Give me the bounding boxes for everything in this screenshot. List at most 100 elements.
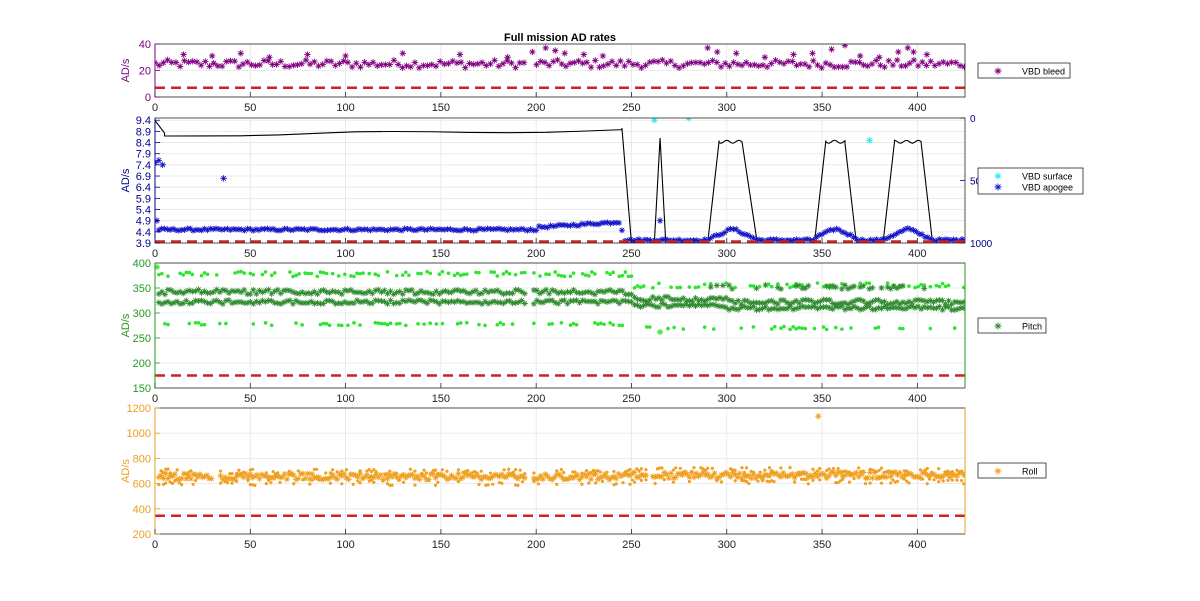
data-point: [953, 236, 960, 243]
y-tick-label: 150: [133, 383, 151, 395]
data-point: [303, 271, 307, 275]
data-point: [363, 471, 370, 478]
data-point: [518, 288, 525, 295]
data-point: [451, 287, 458, 294]
data-point: [702, 282, 707, 287]
data-point: [753, 306, 760, 313]
data-point: [927, 477, 932, 481]
data-point: [547, 322, 551, 326]
data-point: [210, 60, 217, 67]
data-point: [567, 297, 574, 304]
data-point: [769, 284, 774, 289]
data-point: [783, 299, 790, 306]
data-point: [933, 305, 940, 312]
data-point: [300, 323, 304, 327]
data-point: [477, 322, 481, 327]
panel-vbd: 050010000501001502002503003504003.94.44.…: [120, 114, 1084, 260]
data-point: [408, 286, 415, 293]
data-point: [494, 287, 501, 294]
data-point: [433, 288, 440, 295]
data-point: [418, 287, 425, 294]
data-point: [291, 274, 295, 279]
data-point: [352, 274, 356, 279]
data-point: [290, 62, 297, 69]
data-point: [915, 473, 922, 480]
data-point: [890, 283, 897, 290]
data-point: [171, 299, 178, 306]
data-point: [355, 225, 362, 232]
data-point: [800, 326, 805, 330]
data-point: [617, 473, 624, 480]
data-point: [864, 62, 871, 70]
depth-line: [155, 120, 965, 243]
data-point: [580, 482, 584, 486]
data-point: [849, 326, 853, 330]
data-point: [357, 289, 364, 296]
data-point: [381, 287, 388, 294]
data-point: [584, 469, 589, 473]
data-point: [166, 467, 170, 471]
plot-area: [155, 118, 965, 243]
data-point: [304, 51, 311, 58]
data-point: [498, 320, 503, 325]
data-point: [264, 481, 268, 486]
data-point: [799, 303, 806, 310]
data-point: [189, 300, 196, 307]
data-point: [610, 288, 617, 295]
data-point: [327, 323, 332, 328]
legend-marker: [994, 67, 1002, 75]
data-point: [201, 298, 208, 305]
data-point: [400, 273, 405, 277]
data-point: [841, 282, 848, 289]
data-point: [805, 474, 812, 481]
data-point: [884, 235, 891, 242]
data-point: [879, 481, 884, 485]
data-point: [166, 322, 170, 327]
data-point: [788, 466, 792, 470]
data-point: [388, 469, 392, 473]
data-point: [500, 300, 507, 307]
data-point: [780, 469, 787, 476]
data-point: [893, 304, 900, 311]
data-point: [336, 60, 343, 67]
data-point: [735, 306, 742, 313]
data-point: [280, 299, 287, 306]
data-point: [533, 287, 540, 294]
data-point: [710, 295, 717, 302]
legend-entry: VBD bleed: [1022, 67, 1065, 77]
data-point: [415, 297, 422, 304]
data-point: [349, 274, 353, 278]
data-point: [928, 326, 933, 331]
data-point: [856, 59, 863, 66]
data-point: [267, 474, 274, 481]
data-layer: [155, 412, 965, 517]
data-point: [819, 470, 826, 477]
data-point: [944, 60, 951, 67]
data-point: [247, 226, 254, 233]
data-point: [263, 473, 270, 480]
data-point: [799, 477, 804, 481]
data-point: [921, 477, 925, 481]
data-point: [907, 226, 914, 233]
data-point: [355, 271, 359, 276]
data-point: [631, 301, 638, 308]
data-point: [625, 291, 632, 298]
data-point: [759, 300, 766, 307]
data-point: [237, 50, 244, 57]
data-point: [744, 297, 751, 304]
data-point: [387, 297, 394, 304]
data-point: [481, 226, 488, 233]
data-point: [869, 306, 876, 313]
data-point: [171, 289, 178, 296]
data-point: [338, 300, 345, 307]
data-point: [704, 302, 711, 309]
data-point: [658, 297, 665, 304]
data-point: [829, 282, 836, 289]
data-point: [798, 470, 805, 477]
data-point: [647, 325, 652, 329]
data-point: [373, 272, 378, 277]
data-point: [271, 469, 275, 474]
data-point: [320, 287, 327, 294]
data-point: [482, 298, 489, 305]
data-point: [962, 482, 965, 486]
